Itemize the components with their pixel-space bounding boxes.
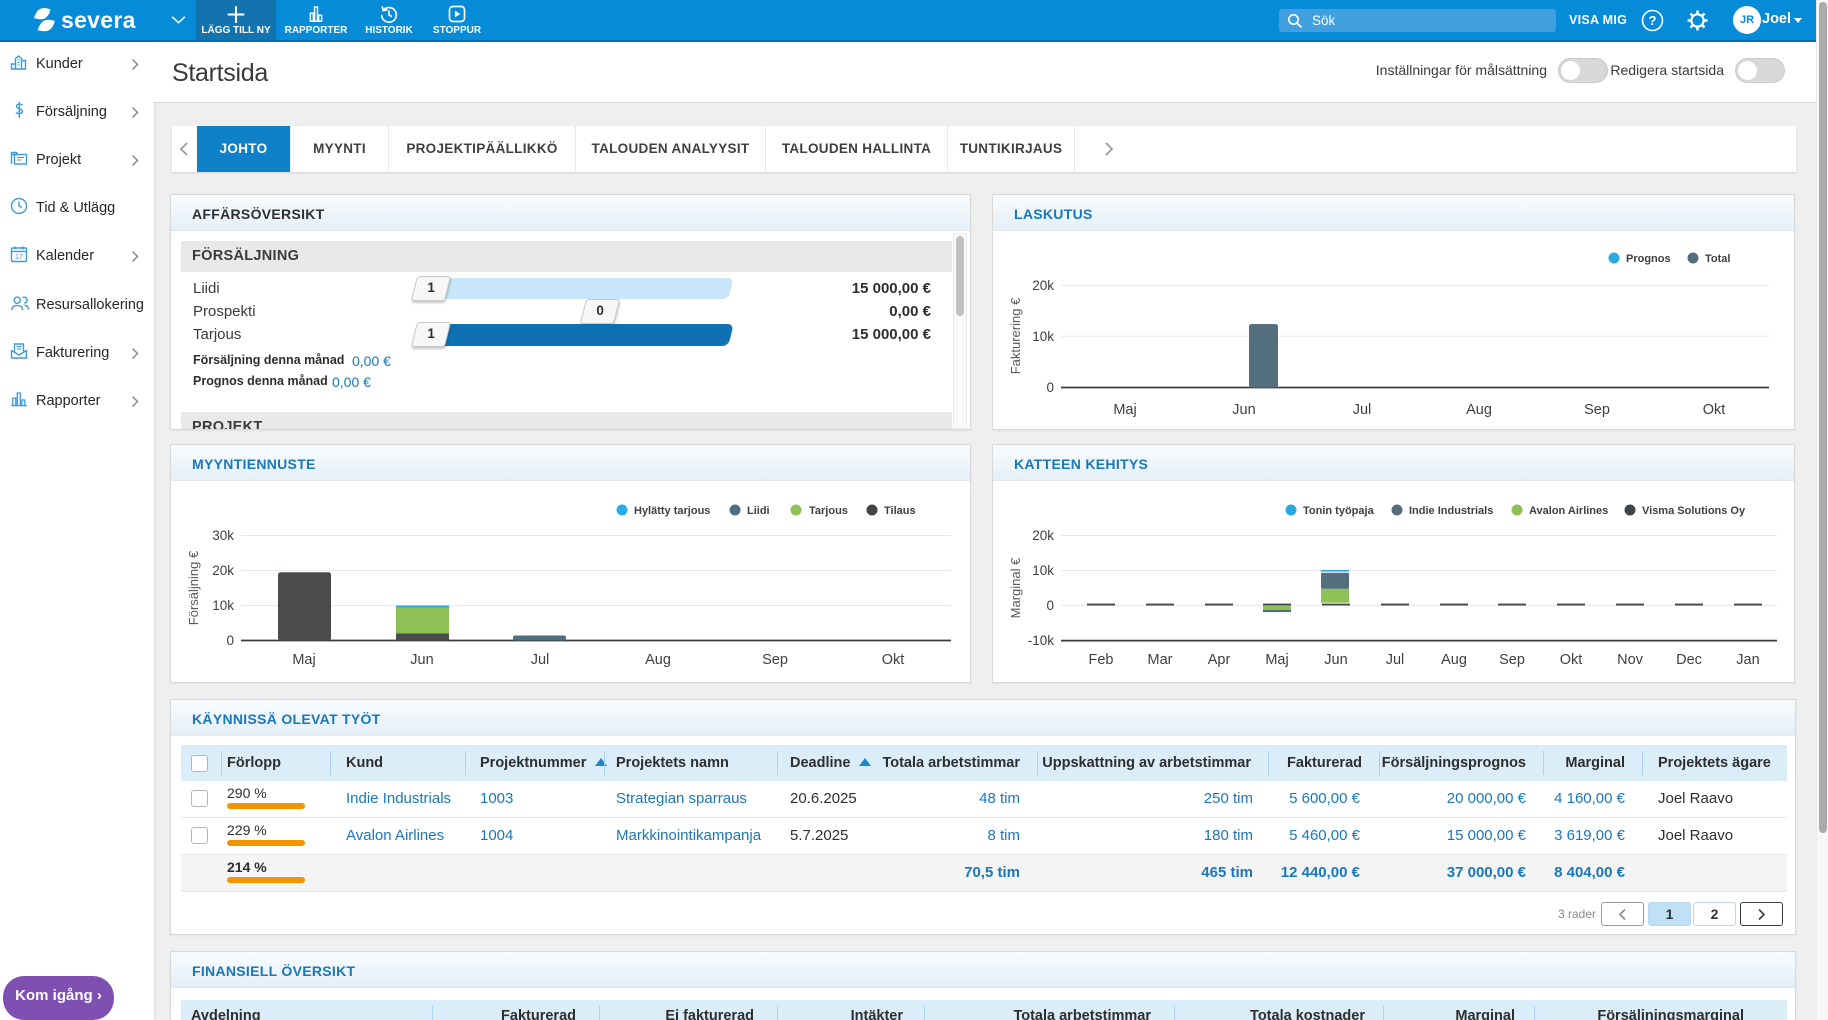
svg-text:Okt: Okt — [1703, 402, 1726, 418]
svg-text:Jul: Jul — [531, 652, 550, 668]
svg-text:Jul: Jul — [1386, 652, 1405, 668]
svg-text:Maj: Maj — [292, 652, 315, 668]
svg-text:Avalon Airlines: Avalon Airlines — [1529, 505, 1608, 517]
svg-text:Visma Solutions Oy: Visma Solutions Oy — [1642, 505, 1746, 517]
svg-text:Feb: Feb — [1089, 652, 1114, 668]
svg-text:Jul: Jul — [1353, 402, 1372, 418]
svg-text:Apr: Apr — [1208, 652, 1231, 668]
svg-text:Indie Industrials: Indie Industrials — [1409, 505, 1493, 517]
svg-text:Total: Total — [1705, 253, 1730, 265]
svg-text:-10k: -10k — [1028, 633, 1055, 648]
svg-text:30k: 30k — [212, 528, 234, 543]
svg-text:Mar: Mar — [1148, 652, 1173, 668]
svg-text:20k: 20k — [1032, 528, 1054, 543]
svg-text:20k: 20k — [1032, 278, 1054, 293]
svg-text:Okt: Okt — [1560, 652, 1583, 668]
svg-text:Tonin työpaja: Tonin työpaja — [1303, 505, 1375, 517]
svg-text:Jan: Jan — [1736, 652, 1759, 668]
svg-text:Okt: Okt — [882, 652, 905, 668]
svg-text:Jun: Jun — [1324, 652, 1347, 668]
svg-text:Aug: Aug — [1466, 402, 1492, 418]
svg-text:Maj: Maj — [1113, 402, 1136, 418]
svg-text:0: 0 — [1046, 598, 1054, 613]
svg-text:Fakturering €: Fakturering € — [1008, 297, 1023, 374]
svg-text:Tarjous: Tarjous — [809, 505, 848, 517]
svg-text:Liidi: Liidi — [747, 505, 770, 517]
svg-text:10k: 10k — [1032, 563, 1054, 578]
svg-text:0: 0 — [1046, 380, 1054, 395]
svg-text:Sep: Sep — [1499, 652, 1525, 668]
svg-text:0: 0 — [226, 633, 234, 648]
svg-text:?: ? — [1649, 13, 1657, 28]
svg-text:Prognos: Prognos — [1626, 253, 1671, 265]
svg-text:Aug: Aug — [1441, 652, 1467, 668]
svg-text:Sep: Sep — [1584, 402, 1610, 418]
svg-text:Marginal €: Marginal € — [1008, 557, 1023, 618]
svg-text:Maj: Maj — [1265, 652, 1288, 668]
svg-text:Hylätty tarjous: Hylätty tarjous — [634, 505, 710, 517]
svg-text:20k: 20k — [212, 563, 234, 578]
svg-text:Försäljning €: Försäljning € — [186, 550, 201, 625]
svg-text:Aug: Aug — [645, 652, 671, 668]
svg-text:Tilaus: Tilaus — [884, 505, 916, 517]
svg-text:10k: 10k — [1032, 329, 1054, 344]
svg-text:10k: 10k — [212, 598, 234, 613]
svg-text:Jun: Jun — [1232, 402, 1255, 418]
svg-text:Jun: Jun — [410, 652, 433, 668]
svg-text:Nov: Nov — [1617, 652, 1644, 668]
svg-text:Sep: Sep — [762, 652, 788, 668]
svg-text:Dec: Dec — [1676, 652, 1702, 668]
svg-text:17: 17 — [15, 254, 23, 261]
